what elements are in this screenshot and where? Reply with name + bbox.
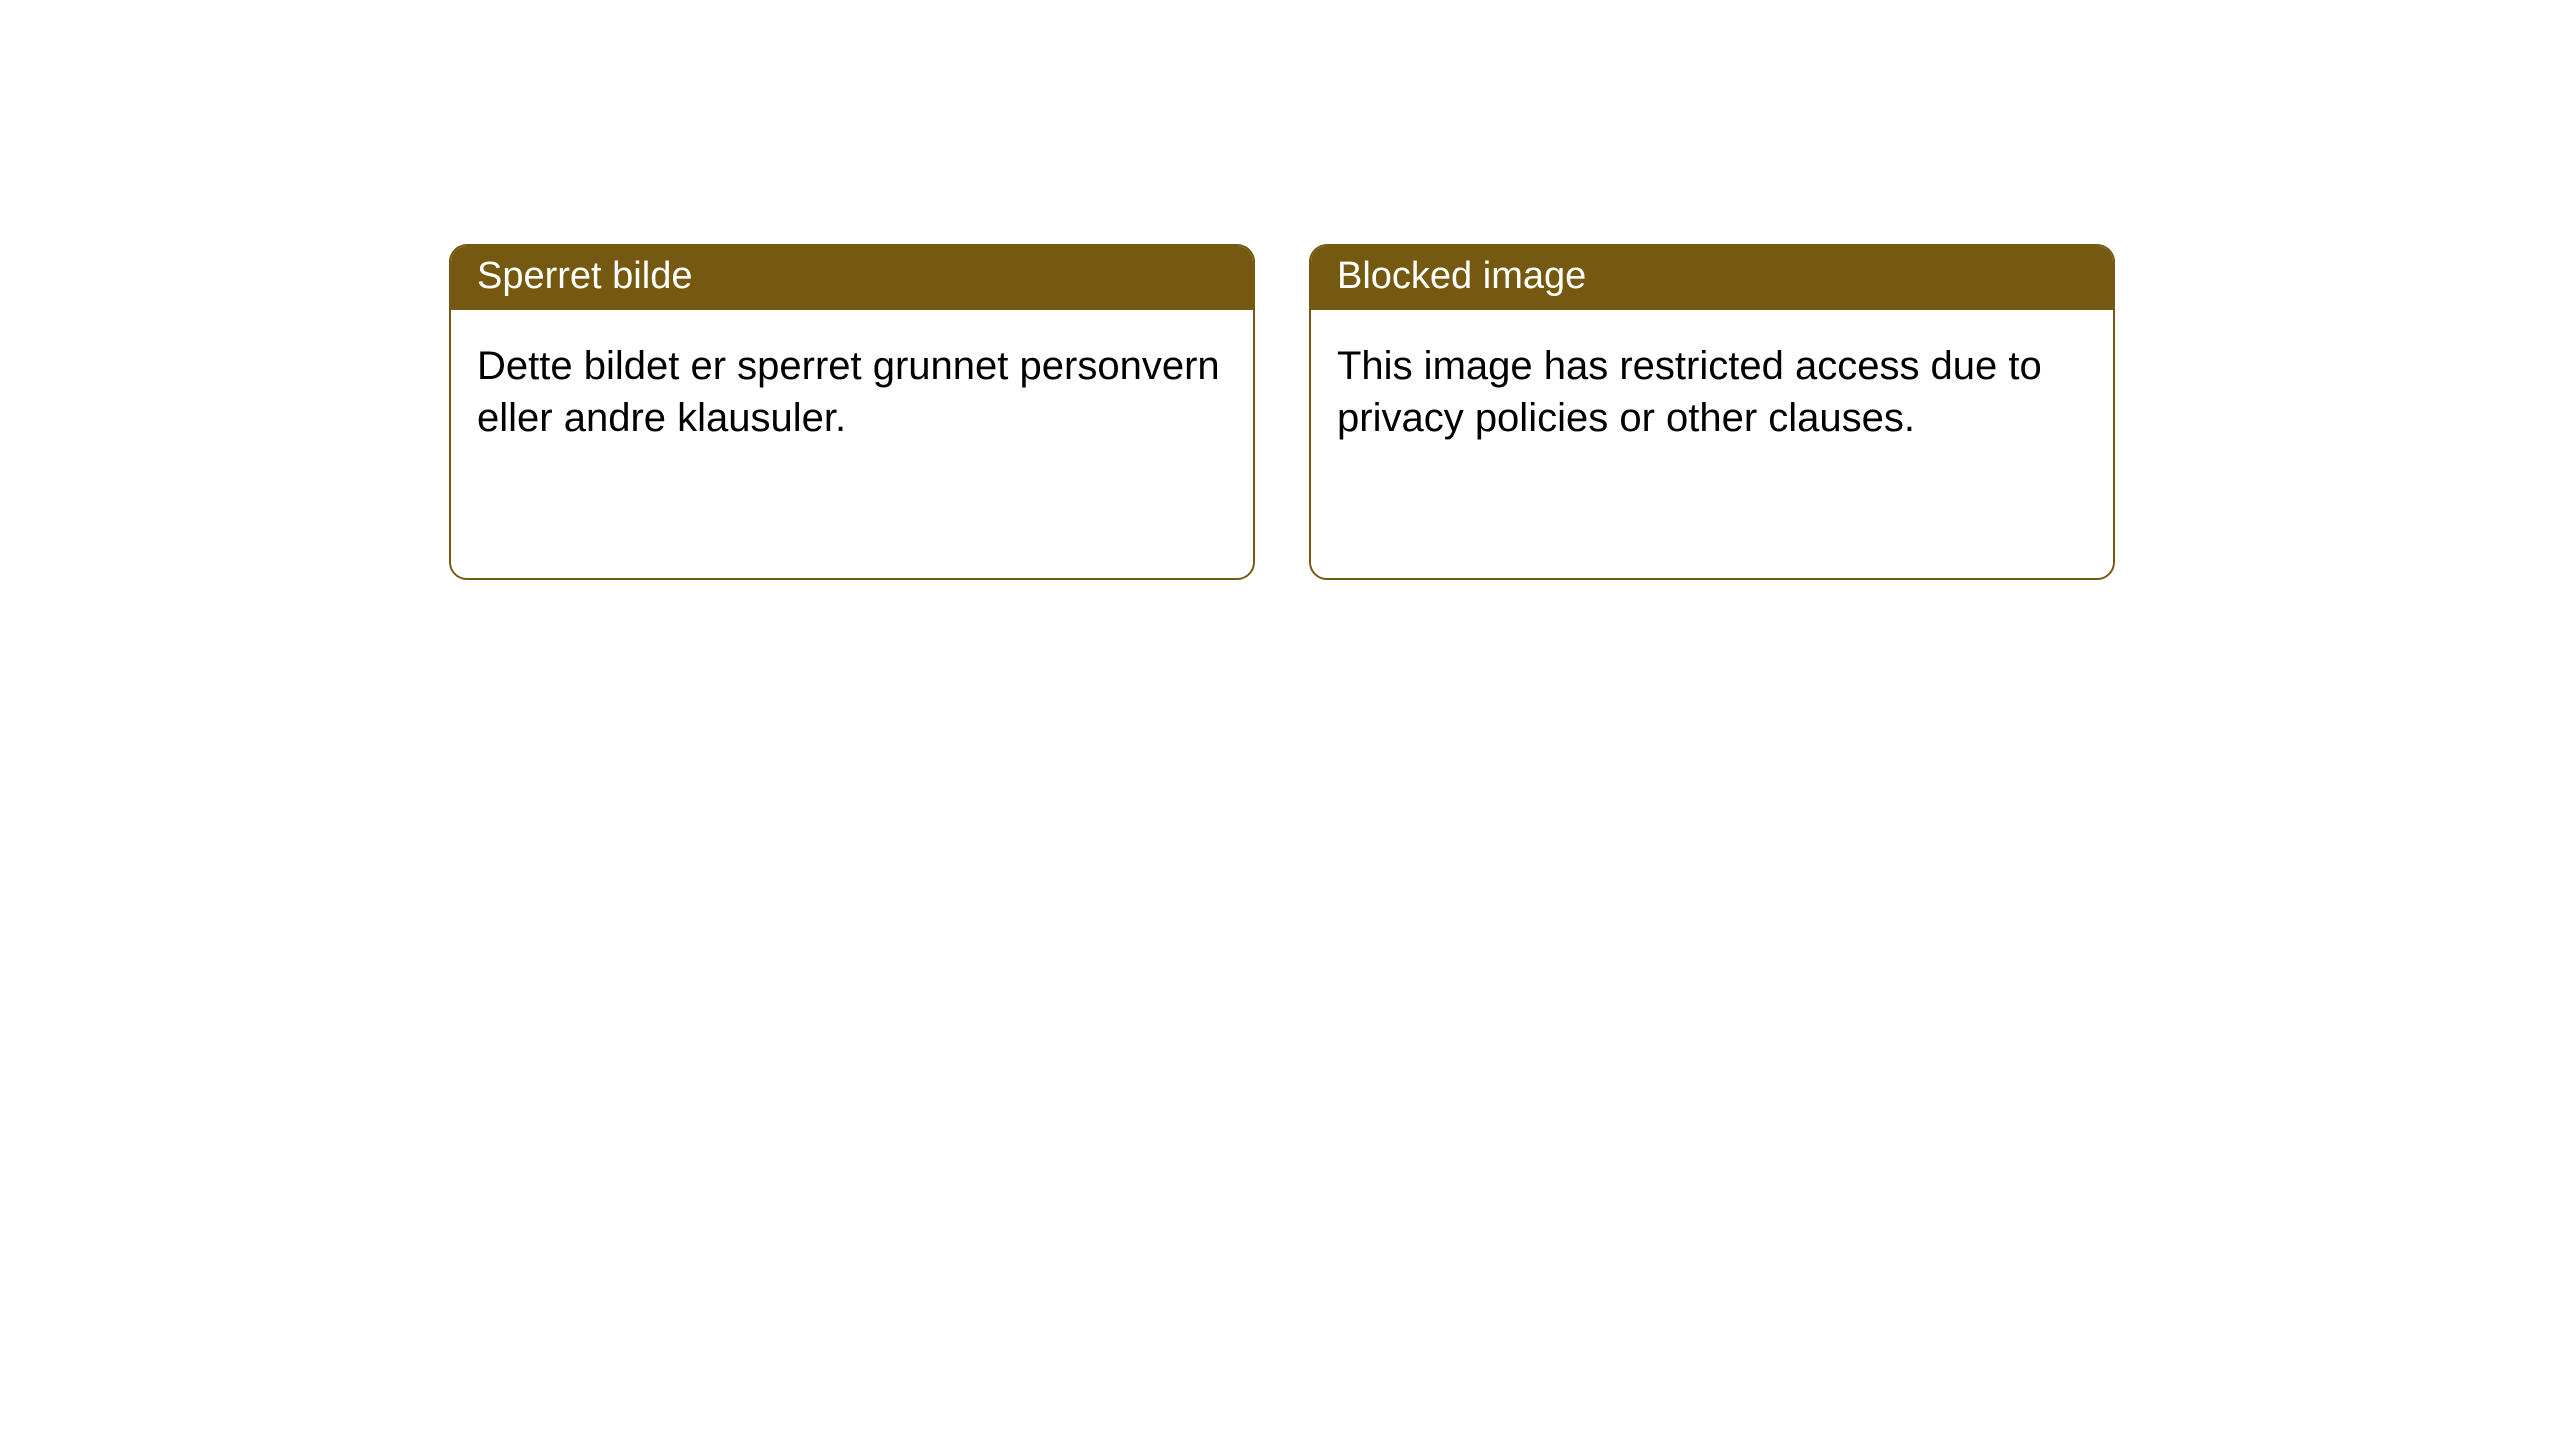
notice-cards-row: Sperret bilde Dette bildet er sperret gr… [0, 0, 2560, 580]
blocked-image-card-en: Blocked image This image has restricted … [1309, 244, 2115, 580]
blocked-image-card-no: Sperret bilde Dette bildet er sperret gr… [449, 244, 1255, 580]
card-header-en: Blocked image [1311, 246, 2113, 310]
card-body-en: This image has restricted access due to … [1311, 310, 2113, 578]
card-body-no: Dette bildet er sperret grunnet personve… [451, 310, 1253, 578]
card-header-no: Sperret bilde [451, 246, 1253, 310]
